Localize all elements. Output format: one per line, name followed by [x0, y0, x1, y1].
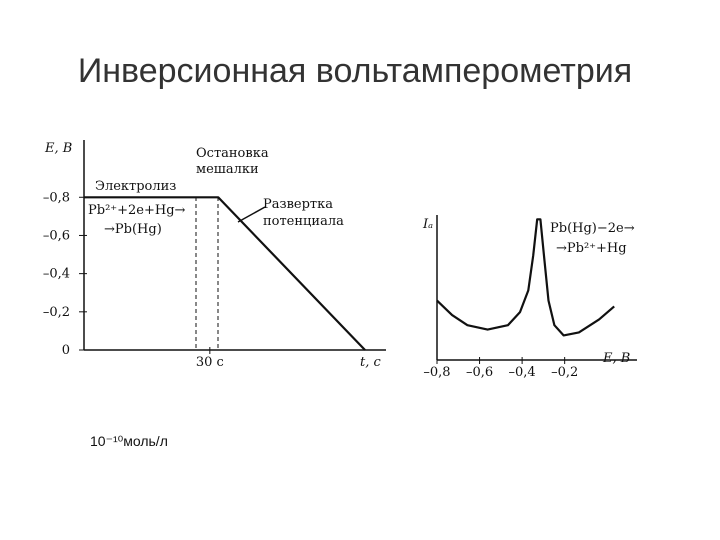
annotation: Pb(Hg)−2e→: [550, 221, 635, 236]
x-tick-label: –0,8: [423, 365, 450, 380]
x-tick-label: 30 с: [196, 355, 224, 370]
annotation: Pb²⁺+2e+Hg→: [88, 203, 186, 218]
y-tick-label: –0,4: [43, 267, 70, 282]
y-tick-label: –0,6: [43, 228, 70, 243]
annotation: Развертка: [263, 197, 333, 212]
annotation: мешалки: [196, 162, 259, 177]
slide-title: Инверсионная вольтамперометрия: [78, 52, 632, 90]
annotation: →Pb²⁺+Hg: [556, 241, 627, 256]
annotation: →Pb(Hg): [104, 222, 162, 237]
annotation: потенциала: [263, 214, 344, 229]
data-line: [84, 196, 366, 351]
note: 10⁻¹⁰моль/л: [90, 433, 168, 449]
x-axis-label: E, B: [602, 351, 630, 366]
arrow: [237, 206, 266, 223]
x-tick-label: –0,4: [509, 365, 536, 380]
y-tick-label: –0,2: [43, 305, 70, 320]
x-axis-label: t, с: [360, 355, 381, 370]
x-tick-label: –0,6: [466, 365, 493, 380]
y-tick-label: 0: [62, 343, 70, 358]
y-axis-label: Iₐ: [422, 217, 433, 232]
data-line: [436, 218, 615, 337]
y-axis-label: E, B: [44, 141, 72, 156]
annotation: Электролиз: [95, 179, 176, 194]
annotation: Остановка: [196, 146, 269, 161]
y-tick-label: –0,8: [43, 190, 70, 205]
x-tick-label: –0,2: [551, 365, 578, 380]
